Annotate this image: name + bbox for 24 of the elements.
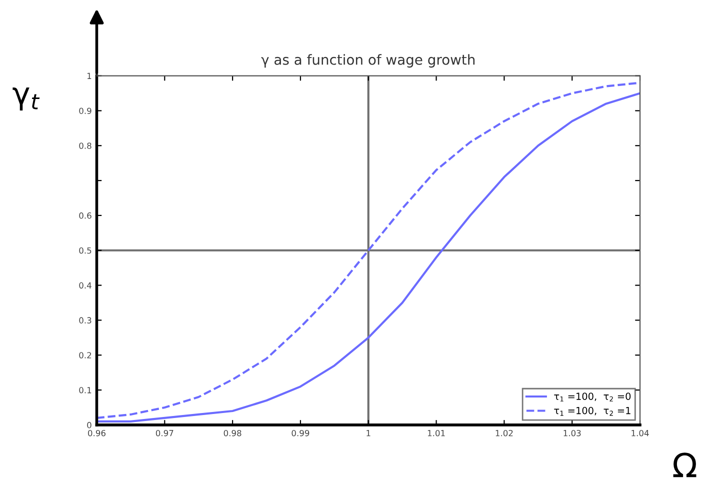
y-tick-label: 1 (87, 72, 92, 79)
x-tick-label: 0.97 (156, 430, 174, 436)
legend-label: τ$_{1}$ =100, τ$_{2}$ =0 (554, 392, 631, 402)
x-tick-label: 1.03 (564, 430, 581, 436)
chart-title: γ as a function of wage growth (261, 54, 475, 68)
legend-label: τ$_{1}$ =100, τ$_{2}$ =1 (554, 406, 630, 416)
x-axis-title: Ω (673, 452, 696, 478)
x-tick-label: 0.99 (292, 430, 310, 436)
x-tick-label: 0.96 (88, 430, 106, 436)
y-axis-title: γ$_{t}$ (12, 87, 40, 111)
x-tick-label: 0.98 (224, 430, 242, 436)
y-tick-label: 0.6 (79, 212, 92, 219)
y-tick-label: 0.8 (79, 142, 92, 149)
y-tick-label: 0.4 (79, 282, 92, 289)
y-tick-label: 0.3 (79, 317, 92, 324)
x-tick-label: 1.01 (428, 430, 445, 436)
y-tick-label: 0.5 (79, 247, 92, 254)
x-tick-label: 1.04 (632, 430, 649, 436)
y-tick-label: 0 (87, 422, 92, 428)
y-tick-label: 0.9 (79, 108, 92, 114)
y-tick-label: 0.1 (79, 387, 92, 394)
x-tick-label: 1 (366, 430, 370, 436)
y-tick-label: 0.2 (79, 352, 92, 358)
x-tick-label: 1.02 (496, 430, 513, 436)
